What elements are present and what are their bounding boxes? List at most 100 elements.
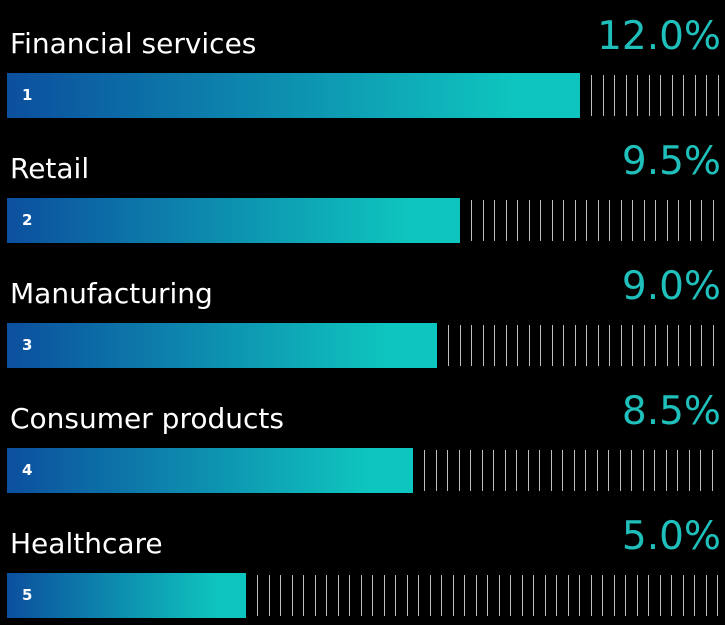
rank-label: 1 — [22, 86, 33, 104]
tick-line — [545, 575, 546, 616]
tick-line — [649, 75, 650, 116]
tick-line — [562, 450, 563, 491]
tick-line — [591, 575, 592, 616]
tick-line — [540, 200, 541, 241]
tick-line — [540, 325, 541, 366]
tick-line — [690, 325, 691, 366]
rank-label: 3 — [22, 336, 33, 354]
tick-line — [678, 325, 679, 366]
bar-track: 4 — [7, 448, 723, 493]
tick-line — [292, 575, 293, 616]
tick-line — [597, 450, 598, 491]
tick-line — [395, 575, 396, 616]
tick-line — [683, 575, 684, 616]
tick-line — [506, 325, 507, 366]
tick-line — [667, 325, 668, 366]
tick-line — [575, 325, 576, 366]
tick-line — [483, 200, 484, 241]
tick-line — [621, 200, 622, 241]
tick-line — [424, 450, 425, 491]
rank-label: 2 — [22, 211, 33, 229]
remainder-ticks — [448, 325, 723, 366]
bar: 3 — [7, 323, 437, 368]
tick-line — [361, 575, 362, 616]
tick-line — [280, 575, 281, 616]
tick-line — [712, 450, 713, 491]
tick-line — [494, 200, 495, 241]
tick-line — [694, 575, 695, 616]
bar: 5 — [7, 573, 246, 618]
tick-line — [579, 575, 580, 616]
tick-line — [487, 575, 488, 616]
bar: 4 — [7, 448, 413, 493]
tick-line — [349, 575, 350, 616]
tick-line — [447, 450, 448, 491]
tick-line — [470, 450, 471, 491]
bar-row: Financial services 12.0% 1 — [0, 0, 725, 125]
value-label: 9.5% — [621, 139, 721, 184]
tick-line — [551, 450, 552, 491]
category-label: Healthcare — [10, 527, 163, 560]
rank-label: 4 — [22, 461, 33, 479]
tick-line — [648, 575, 649, 616]
tick-line — [701, 200, 702, 241]
tick-line — [563, 200, 564, 241]
value-label: 5.0% — [621, 514, 721, 559]
tick-line — [315, 575, 316, 616]
tick-line — [706, 575, 707, 616]
tick-line — [717, 575, 718, 616]
tick-line — [568, 575, 569, 616]
tick-line — [621, 325, 622, 366]
rank-label: 5 — [22, 586, 33, 604]
bar-track: 2 — [7, 198, 723, 243]
tick-line — [591, 75, 592, 116]
tick-line — [643, 450, 644, 491]
tick-line — [529, 325, 530, 366]
tick-line — [552, 200, 553, 241]
tick-line — [436, 450, 437, 491]
tick-line — [460, 325, 461, 366]
tick-line — [384, 575, 385, 616]
tick-line — [660, 75, 661, 116]
tick-line — [257, 575, 258, 616]
tick-line — [690, 200, 691, 241]
tick-line — [585, 450, 586, 491]
tick-line — [517, 325, 518, 366]
tick-line — [713, 200, 714, 241]
tick-line — [689, 450, 690, 491]
category-label: Manufacturing — [10, 277, 213, 310]
tick-line — [637, 575, 638, 616]
tick-line — [695, 75, 696, 116]
tick-line — [448, 325, 449, 366]
tick-line — [494, 325, 495, 366]
bar: 1 — [7, 73, 580, 118]
category-label: Consumer products — [10, 402, 284, 435]
tick-line — [718, 75, 719, 116]
bar-row: Consumer products 8.5% 4 — [0, 375, 725, 500]
tick-line — [672, 75, 673, 116]
bar-row: Healthcare 5.0% 5 — [0, 500, 725, 625]
tick-line — [654, 450, 655, 491]
remainder-ticks — [471, 200, 723, 241]
tick-line — [510, 575, 511, 616]
tick-line — [539, 450, 540, 491]
tick-line — [407, 575, 408, 616]
tick-line — [644, 200, 645, 241]
tick-line — [493, 450, 494, 491]
tick-line — [372, 575, 373, 616]
tick-line — [620, 450, 621, 491]
remainder-ticks — [591, 75, 723, 116]
tick-line — [326, 575, 327, 616]
tick-line — [533, 575, 534, 616]
tick-line — [529, 200, 530, 241]
tick-line — [660, 575, 661, 616]
tick-line — [614, 575, 615, 616]
tick-line — [303, 575, 304, 616]
tick-line — [476, 575, 477, 616]
tick-line — [700, 450, 701, 491]
tick-line — [655, 325, 656, 366]
tick-line — [471, 325, 472, 366]
tick-line — [598, 200, 599, 241]
bar-row: Retail 9.5% 2 — [0, 125, 725, 250]
tick-line — [517, 200, 518, 241]
